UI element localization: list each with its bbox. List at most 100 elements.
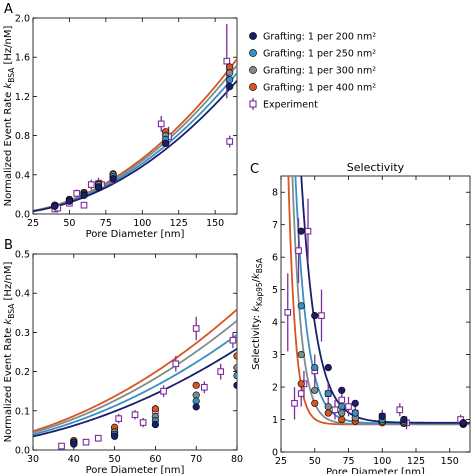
panel-a-chart: 25 50 75 100 125 150 0.0 0.4 0.8 1.2 1.6 2.0 Pore Di… [3, 14, 238, 240]
panel-b-chart: 30 40 50 60 70 80 0.0 0.1 0.2 0.3 0.4 0.5 Pore Diame… [3, 250, 243, 474]
fit-curve-grafting_250 [33, 334, 237, 436]
y-tick-label: 6 [272, 253, 278, 264]
experiment-point [73, 190, 81, 197]
y-axis-label-part: k [3, 318, 14, 325]
x-tick-label: 75 [100, 218, 112, 229]
panel-c-chart: 25 50 75 100 125 150 0 1 2 3 4 5 6 7 8 Pore Diameter [n… [251, 161, 471, 474]
y-axis-label-part: k [251, 305, 262, 312]
panel-b-x-axis-label: Pore Diameter [nm] [86, 465, 185, 474]
fit-curve-grafting_400 [33, 58, 237, 212]
fit-curve-grafting_300 [33, 319, 237, 434]
panel-c-frame [280, 175, 471, 453]
panel-b-frame [32, 253, 238, 451]
data-point-grafting_400 [311, 399, 319, 407]
y-tick-label: 7 [272, 220, 278, 231]
x-tick-label: 25 [275, 456, 287, 467]
experiment-point [87, 181, 95, 188]
data-point-grafting_200 [162, 139, 170, 148]
data-point-grafting_200 [378, 412, 386, 420]
panel-a-plot-area [33, 23, 237, 213]
fit-curve-grafting_400 [33, 308, 237, 433]
y-axis-label-part: BSA [7, 303, 16, 319]
y-axis-label-part: [Hz/nM] [3, 26, 14, 68]
x-tick-label: 150 [206, 218, 224, 229]
panel-a-frame [32, 17, 238, 215]
experiment-point [331, 406, 339, 414]
panel-b-plot-area [33, 308, 237, 450]
y-tick-label: 1 [272, 415, 278, 426]
experiment-point [304, 227, 312, 235]
legend-label-grafting_400: Grafting: 1 per 400 nm² [263, 83, 376, 94]
data-point-grafting_400 [233, 352, 237, 360]
data-point-grafting_400 [151, 405, 159, 413]
y-axis-label-part: Normalized Event Rate [3, 325, 14, 443]
experiment-point [217, 368, 225, 375]
x-tick-label: 125 [170, 218, 188, 229]
panel-letter-a: A [4, 2, 13, 17]
data-point-grafting_200 [311, 312, 319, 320]
y-axis-label-part: Normalized Event Rate [3, 89, 14, 207]
data-point-grafting_250 [311, 363, 319, 372]
x-tick-label: 60 [149, 454, 161, 465]
legend-marker-grafting_200 [249, 32, 257, 40]
experiment-point [82, 438, 90, 446]
experiment-point [338, 396, 346, 404]
y-tick-label: 5 [272, 285, 278, 296]
y-axis-label-part: k [251, 272, 262, 279]
data-point-grafting_200 [226, 82, 234, 91]
experiment-point [172, 360, 180, 368]
x-tick-label: 40 [68, 454, 80, 465]
data-point-grafting_200 [151, 420, 159, 429]
experiment-point [94, 434, 102, 442]
panel-a-x-axis-label: Pore Diameter [nm] [86, 229, 185, 240]
fit-curve-grafting_200 [33, 348, 237, 438]
data-point-grafting_200 [338, 386, 346, 394]
x-tick-label: 75 [342, 456, 354, 467]
data-point-grafting_200 [233, 381, 237, 389]
experiment-point [139, 419, 147, 426]
data-point-grafting_300 [226, 69, 234, 77]
y-tick-label: 2 [272, 383, 278, 394]
experiment-point [58, 442, 65, 450]
fit-curve-grafting_250 [33, 72, 237, 212]
data-point-grafting_250 [324, 389, 332, 398]
data-point-grafting_300 [297, 350, 305, 359]
data-point-grafting_200 [80, 191, 88, 199]
panel-c-y-axis-label: Selectivity: kKap95/kBSA [251, 257, 264, 370]
experiment-point [115, 415, 123, 422]
y-tick-label: 0.0 [15, 446, 30, 457]
experiment-point [131, 411, 139, 419]
x-tick-label: 125 [407, 456, 425, 467]
data-point-grafting_200 [351, 399, 359, 407]
y-tick-label: 0 [272, 448, 278, 459]
y-axis-label-part: Selectivity: [251, 312, 262, 370]
data-point-grafting_300 [311, 386, 319, 394]
panel-letter-c: C [250, 162, 259, 177]
data-point-grafting_300 [233, 364, 237, 372]
y-tick-label: 8 [272, 188, 278, 199]
legend-label-grafting_200: Grafting: 1 per 200 nm² [263, 32, 376, 43]
data-point-grafting_200 [109, 175, 117, 183]
y-tick-label: 0.1 [15, 406, 30, 417]
legend-marker-grafting_400 [249, 83, 257, 91]
data-point-grafting_300 [324, 402, 332, 411]
data-point-grafting_400 [192, 381, 200, 389]
experiment-point [157, 120, 165, 128]
y-tick-label: 0.4 [15, 170, 30, 181]
y-tick-label: 1.6 [15, 53, 30, 64]
experiment-point [223, 57, 231, 65]
y-tick-label: 0.4 [15, 289, 30, 300]
experiment-point [295, 247, 302, 255]
data-point-grafting_200 [192, 403, 200, 411]
fit-curve-grafting_300 [33, 64, 237, 212]
x-tick-label: 100 [133, 218, 151, 229]
data-point-grafting_400 [338, 415, 346, 424]
x-tick-label: 100 [373, 456, 391, 467]
data-point-grafting_200 [70, 440, 78, 448]
x-tick-label: 50 [63, 218, 75, 229]
y-tick-label: 0.2 [15, 367, 30, 378]
data-point-grafting_200 [400, 415, 408, 424]
x-tick-label: 50 [109, 454, 121, 465]
chart-legend: Grafting: 1 per 200 nm² Grafting: 1 per 2… [249, 32, 376, 111]
y-axis-label-part: k [3, 82, 14, 89]
